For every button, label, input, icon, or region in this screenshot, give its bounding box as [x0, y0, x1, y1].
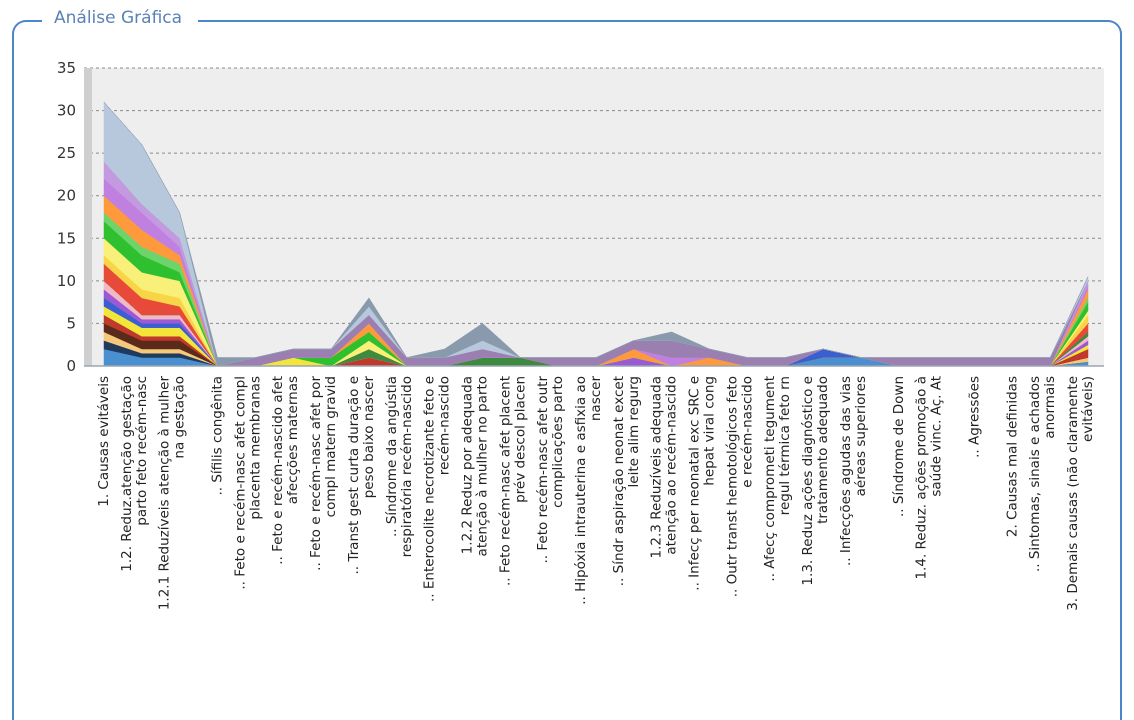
category-label-line: .. Feto e recém-nascido afet	[270, 376, 286, 565]
category-label-line: .. Feto e recém-nasc afet por	[308, 376, 324, 571]
category-label: .. Agressões	[967, 376, 983, 458]
category-label: 1.2.2 Reduz por adequada atenção à mulher…	[460, 376, 491, 556]
category-label-line: .. Enterocolite necrotizante feto e	[422, 376, 438, 602]
analysis-panel-frame	[12, 20, 1122, 720]
category-label: 1.2.3 Reduzíveis adequada atenção ao recé…	[649, 376, 680, 558]
category-label: 3. Demais causas (não claramente evitávei…	[1065, 376, 1096, 611]
category-label-line: .. Afecç comprometi tegument	[762, 376, 778, 582]
category-label-line: 1.2. Reduz.atenção gestação	[119, 376, 135, 572]
plot-background	[84, 68, 1104, 366]
category-label: 2. Causas mal definidas	[1004, 376, 1020, 537]
y-tick-label: 10	[57, 272, 76, 290]
category-label-line: .. Sífilis congênita	[210, 376, 226, 496]
category-label: .. Feto e recém-nascido afet afecções mat…	[270, 376, 301, 565]
category-label-line: recém-nascido	[437, 376, 453, 475]
category-label: .. Síndrome de Down	[891, 376, 907, 517]
category-label-line: 1.4. Reduz. ações promoção à	[914, 376, 930, 580]
category-label-line: .. Síndrome de Down	[891, 376, 907, 517]
category-label-line: 1.2.1 Reduzíveis atenção à mulher	[157, 376, 173, 611]
category-label-line: peso baixo nascer	[361, 376, 377, 499]
category-label-line: hepat viral cong	[702, 376, 718, 486]
category-label-line: e recém-nascido	[739, 376, 755, 488]
category-label-line: .. Feto e recém-nasc afet compl	[232, 376, 248, 590]
y-tick-label: 5	[66, 314, 76, 332]
category-label: .. Sífilis congênita	[210, 376, 226, 496]
panel-title: Análise Gráfica	[42, 8, 199, 28]
category-label: .. Feto e recém-nasc afet por compl mater…	[308, 376, 339, 571]
category-label-line: placenta membranas	[247, 376, 263, 520]
category-label-line: 2. Causas mal definidas	[1004, 376, 1020, 537]
category-label-line: parto feto recém-nasc	[134, 376, 150, 526]
category-label: 1.4. Reduz. ações promoção à saúde vinc. …	[914, 376, 945, 580]
category-label-line: 1.2.3 Reduzíveis adequada	[649, 376, 665, 558]
category-label: .. Feto recém-nasc afet placent prév desc…	[497, 376, 528, 586]
y-tick-label: 30	[57, 102, 76, 120]
y-tick-label: 15	[57, 229, 76, 247]
category-label-line: .. Sintomas, sinais e achados	[1027, 376, 1043, 572]
category-label-line: atenção à mulher no parto	[475, 376, 491, 556]
category-label: 1. Causas evitáveis	[96, 376, 112, 507]
category-label: .. Transt gest curta duração e peso baixo…	[346, 376, 377, 575]
category-label-line: prév descol placen	[512, 376, 528, 503]
category-label-line: compl matern gravid	[323, 376, 339, 517]
category-label: .. Feto recém-nasc afet outr complicações…	[535, 376, 566, 564]
category-label-line: aéreas superiores	[853, 376, 869, 496]
category-label: .. Feto e recém-nasc afet compl placenta …	[232, 376, 263, 590]
category-label-line: .. Outr transt hemotológicos feto	[724, 376, 740, 597]
category-label-line: 1.3. Reduz ações diagnóstico e	[800, 376, 816, 586]
y-axis-band	[84, 68, 92, 366]
category-label-line: .. Infecções agudas das vias	[838, 376, 854, 566]
category-label: .. Síndrome da angústia respiratória recé…	[384, 376, 415, 557]
category-label-line: complicações parto	[550, 376, 566, 508]
y-tick-label: 25	[57, 144, 76, 162]
y-tick-label: 0	[66, 357, 76, 375]
category-label: .. Hipóxia intrauterina e asfixia ao nasc…	[573, 376, 604, 605]
grid-lines	[84, 67, 1104, 324]
category-label-line: 1. Causas evitáveis	[96, 376, 112, 507]
category-label: .. Outr transt hemotológicos feto e recém…	[724, 376, 755, 597]
stacked-area-chart: 0 5 10 15 20 25 30 35 1. Causas evitáveis 1.2. R…	[57, 59, 1104, 611]
category-label-line: 3. Demais causas (não claramente	[1065, 376, 1081, 611]
category-label-line: nascer	[588, 376, 604, 422]
category-label-line: leite alim regurg	[626, 376, 642, 487]
category-label: .. Síndr aspiração neonat excet leite ali…	[611, 376, 642, 586]
category-label: .. Afecç comprometi tegument regul térmic…	[762, 376, 793, 582]
category-label-line: 1.2.2 Reduz por adequada	[460, 376, 476, 554]
category-label: .. Infecç per neonatal exc SRC e hepat vi…	[687, 376, 718, 591]
axes	[84, 68, 1104, 367]
x-category-labels: 1. Causas evitáveis 1.2. Reduz.atenção ge…	[96, 376, 1096, 611]
category-label-line: afecções maternas	[285, 376, 301, 504]
y-tick-label: 20	[57, 187, 76, 205]
category-label-line: .. Síndrome da angústia	[384, 376, 400, 537]
category-label: 1.2.1 Reduzíveis atenção à mulher na gest…	[157, 376, 188, 611]
category-label: 1.2. Reduz.atenção gestação parto feto re…	[119, 376, 150, 572]
category-label: .. Enterocolite necrotizante feto e recém…	[422, 376, 453, 602]
category-label-line: evitáveis)	[1080, 376, 1096, 442]
category-label-line: atenção ao recém-nascido	[664, 376, 680, 555]
y-tick-labels: 0 5 10 15 20 25 30 35	[57, 59, 76, 375]
category-label-line: saúde vinc. Aç. At	[929, 376, 945, 497]
category-label: 1.3. Reduz ações diagnóstico e tratamento…	[800, 376, 831, 586]
category-label-line: .. Feto recém-nasc afet placent	[497, 376, 513, 586]
category-label-line: regul térmica feto rn	[777, 376, 793, 515]
category-label: .. Infecções agudas das vias aéreas super…	[838, 376, 869, 566]
category-label: .. Sintomas, sinais e achados anormais	[1027, 376, 1058, 572]
category-label-line: .. Transt gest curta duração e	[346, 376, 362, 575]
category-label-line: na gestação	[172, 376, 188, 459]
category-label-line: respiratória recém-nascido	[399, 376, 415, 557]
category-label-line: tratamento adequado	[815, 376, 831, 524]
category-label-line: .. Síndr aspiração neonat excet	[611, 376, 627, 586]
category-label-line: .. Hipóxia intrauterina e asfixia ao	[573, 376, 589, 605]
category-label-line: anormais	[1042, 376, 1058, 439]
category-label-line: .. Infecç per neonatal exc SRC e	[687, 376, 703, 591]
category-label-line: .. Feto recém-nasc afet outr	[535, 376, 551, 564]
category-label-line: .. Agressões	[967, 376, 983, 458]
y-tick-label: 35	[57, 59, 76, 77]
series-area-20	[103, 101, 1089, 367]
